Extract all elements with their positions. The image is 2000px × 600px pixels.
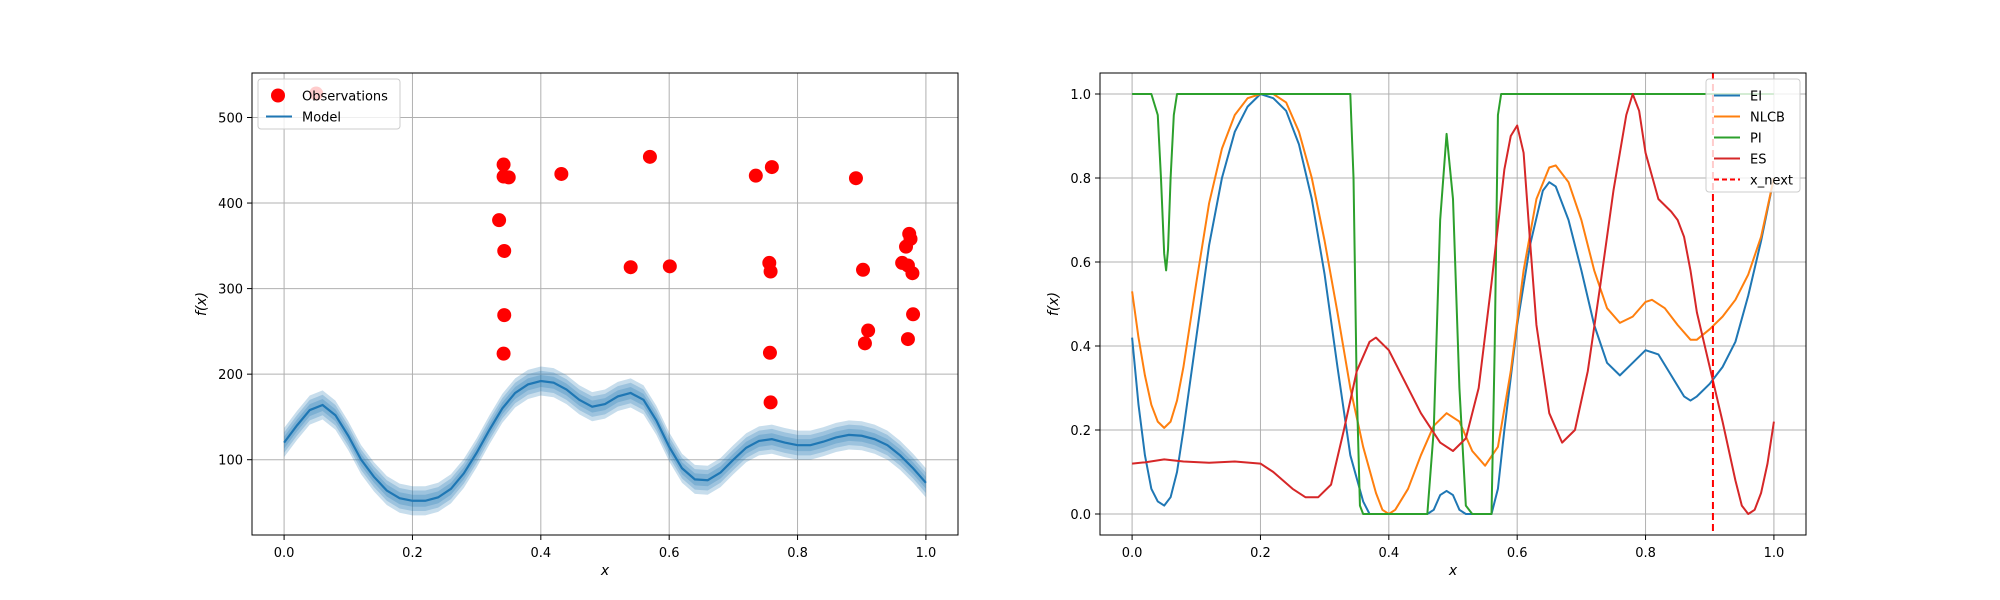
x-tick-label: 0.8 <box>787 546 808 561</box>
observation-point <box>764 160 779 175</box>
y-tick-label: 400 <box>218 197 243 212</box>
legend-item-ei: EI <box>1714 90 1762 105</box>
observation-point <box>497 243 512 258</box>
legend-label: PI <box>1750 132 1762 147</box>
y-axis-label: f(x) <box>194 292 210 316</box>
left-plot-panel: 0.0 0.2 0.4 0.6 0.8 1.0 100 200 300 400 500 x f(x) Ob… <box>194 72 959 579</box>
observation-point <box>856 262 871 277</box>
right-plot-panel: 0.0 0.2 0.4 0.6 0.8 1.0 0.0 0.2 0.4 0.6 0.8 1.0 x f(x… <box>1046 72 1807 579</box>
legend-item-observations: Observations <box>271 88 388 105</box>
observation-point <box>905 266 920 281</box>
legend-item-nlcb: NLCB <box>1714 111 1785 126</box>
axes-frame <box>1099 72 1807 536</box>
observation-point <box>496 346 511 361</box>
observation-point <box>623 260 638 275</box>
model-uncertainty-band <box>284 366 926 516</box>
legend-item-x-next: x_next <box>1714 174 1793 189</box>
x-tick-label: 0.0 <box>274 546 295 561</box>
observation-point <box>763 264 778 279</box>
x-tick-label: 0.8 <box>1635 546 1656 561</box>
x-tick-label: 0.2 <box>1250 546 1271 561</box>
x-tick-label: 0.2 <box>402 546 423 561</box>
observation-point <box>762 345 777 360</box>
legend-label: Observations <box>302 90 388 105</box>
x-tick-label: 1.0 <box>1764 546 1785 561</box>
observation-point <box>492 213 507 228</box>
observation-point <box>748 168 763 183</box>
x-tick-label: 0.0 <box>1122 546 1143 561</box>
legend-marker <box>271 88 285 103</box>
observation-point <box>662 259 677 274</box>
y-tick-label: 1.0 <box>1070 88 1091 103</box>
y-tick-label: 200 <box>218 368 243 383</box>
legend-item-model: Model <box>266 111 341 126</box>
y-tick-label: 0.6 <box>1070 256 1091 271</box>
legend-item-es: ES <box>1714 153 1766 168</box>
legend-label: Model <box>302 111 341 126</box>
legend-label: ES <box>1750 153 1766 168</box>
x-tick-label: 0.6 <box>1507 546 1528 561</box>
y-tick-label: 100 <box>218 454 243 469</box>
y-tick-label: 0.0 <box>1070 508 1091 523</box>
observation-point <box>496 157 511 172</box>
legend-label: NLCB <box>1750 111 1785 126</box>
observation-point <box>861 323 876 338</box>
observation-point <box>642 149 657 164</box>
plot-area <box>283 86 927 516</box>
legend-box <box>257 78 401 130</box>
observation-point <box>857 336 872 351</box>
series-line-ei <box>1131 93 1775 515</box>
y-tick-label: 0.8 <box>1070 172 1091 187</box>
legend-label: EI <box>1750 90 1762 105</box>
series-line-model <box>283 379 927 502</box>
y-axis-label: f(x) <box>1046 292 1062 316</box>
y-tick-label: 0.4 <box>1070 340 1091 355</box>
observation-point <box>900 332 915 347</box>
series-line-nlcb <box>1131 93 1775 515</box>
observation-point <box>848 171 863 186</box>
y-tick-label: 500 <box>218 111 243 126</box>
y-tick-label: 0.2 <box>1070 424 1091 439</box>
observation-point <box>903 231 918 246</box>
x-tick-label: 1.0 <box>916 546 937 561</box>
legend-box <box>1705 78 1801 193</box>
x-tick-label: 0.4 <box>530 546 551 561</box>
x-axis-label: x <box>600 563 610 579</box>
observation-point <box>906 307 921 322</box>
x-tick-label: 0.6 <box>659 546 680 561</box>
axes-frame <box>251 72 959 536</box>
y-tick-label: 300 <box>218 283 243 298</box>
series-line-es <box>1131 93 1775 515</box>
model-uncertainty-band <box>284 375 926 507</box>
observation-point <box>763 395 778 410</box>
observation-point <box>497 308 512 323</box>
observation-point <box>554 166 569 181</box>
observation-point <box>501 170 516 185</box>
series-line-pi <box>1132 93 1774 515</box>
legend-item-pi: PI <box>1714 132 1762 147</box>
x-tick-label: 0.4 <box>1378 546 1399 561</box>
legend: EI NLCB PI ES x_next <box>1705 78 1801 193</box>
legend-label: x_next <box>1750 174 1793 189</box>
legend: Observations Model <box>257 78 401 130</box>
x-axis-label: x <box>1448 563 1458 579</box>
plot-area <box>1131 93 1775 515</box>
model-uncertainty-band <box>284 370 926 512</box>
